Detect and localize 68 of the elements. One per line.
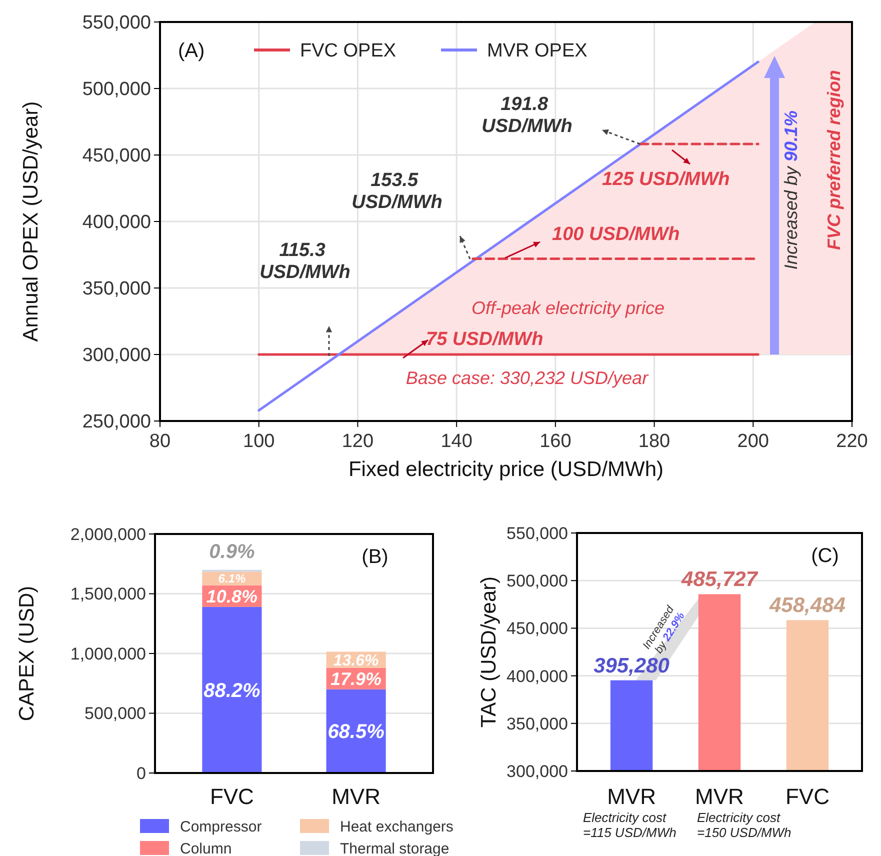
- legend-label: MVR OPEX: [487, 40, 588, 62]
- x-tick-label: 200: [737, 431, 769, 452]
- x-tick-label: 100: [243, 431, 275, 452]
- x-axis-title: Fixed electricity price (USD/MWh): [348, 458, 664, 481]
- x-tick-label: MVR: [332, 784, 380, 809]
- x-tick-label: FVC: [785, 784, 830, 809]
- y-tick-label: 0: [136, 764, 146, 783]
- data-label: 485,727: [680, 568, 759, 592]
- x-tick-label: 160: [540, 431, 572, 452]
- y-tick-label: 1,000,000: [70, 644, 146, 664]
- bar: [326, 689, 386, 773]
- annotation: Off-peak electricity price: [471, 298, 665, 318]
- y-tick-label: 350,000: [506, 714, 568, 734]
- annotation: 13.6%: [333, 652, 379, 670]
- data-label: 395,280: [594, 654, 670, 678]
- annotation: 100 USD/MWh: [552, 224, 680, 245]
- x-tick-label: FVC: [210, 784, 254, 809]
- data-label: 458,484: [768, 594, 846, 618]
- y-tick-label: 300,000: [506, 762, 568, 781]
- y-axis-title: CAPEX (USD): [15, 586, 38, 722]
- annotation: 17.9%: [330, 668, 382, 689]
- y-tick-label: 500,000: [82, 79, 151, 100]
- annotation: 88.2%: [204, 680, 261, 702]
- legend-label: Thermal storage: [340, 840, 450, 856]
- text: Electricity cost =150 USD/MWh: [697, 810, 792, 840]
- x-tick-label: 180: [638, 431, 670, 452]
- annotation: 6.1%: [218, 572, 246, 586]
- y-tick-label: 2,000,000: [70, 524, 146, 544]
- legend-label: Heat exchangers: [340, 818, 454, 836]
- y-axis-title: TAC (USD/year): [477, 576, 500, 728]
- annotation: 115.3 USD/MWh: [260, 240, 350, 283]
- annotation: FVC preferred region: [824, 70, 844, 250]
- y-tick-label: 550,000: [82, 12, 151, 34]
- x-tick-label: 220: [836, 431, 868, 452]
- annotation: (A): [178, 40, 205, 62]
- y-tick-label: 450,000: [82, 146, 151, 167]
- legend-label: FVC OPEX: [300, 40, 396, 62]
- annotation: 125 USD/MWh: [602, 169, 730, 190]
- y-tick-label: 400,000: [506, 666, 568, 686]
- bar: [202, 606, 262, 773]
- y-tick-label: 1,500,000: [70, 584, 146, 604]
- legend-label: Column: [180, 840, 232, 856]
- y-tick-label: 450,000: [506, 619, 568, 638]
- x-tick-label: 120: [342, 431, 374, 452]
- y-tick-label: 400,000: [82, 212, 151, 234]
- annotation: (B): [362, 546, 388, 568]
- annotation: Increased by 90.1%: [781, 110, 801, 270]
- annotation: 153.5 USD/MWh: [352, 170, 442, 213]
- annotation: Base case: 330,232 USD/year: [406, 368, 650, 388]
- legend-label: Compressor: [180, 818, 262, 836]
- x-tick-label: 140: [440, 431, 472, 452]
- y-tick-label: 300,000: [82, 345, 151, 366]
- x-tick-label: 80: [149, 431, 171, 452]
- y-axis-title: Annual OPEX (USD/year): [19, 101, 42, 342]
- annotation: 68.5%: [328, 721, 385, 744]
- x-tick-label: MVR: [695, 784, 744, 809]
- annotation: 75 USD/MWh: [426, 329, 544, 350]
- text: Electricity cost =115 USD/MWh: [583, 810, 676, 840]
- annotation: 10.8%: [206, 586, 258, 606]
- y-tick-label: 500,000: [506, 572, 568, 591]
- y-tick-label: 550,000: [506, 524, 568, 543]
- annotation: 191.8 USD/MWh: [482, 94, 572, 137]
- annotation: 0.9%: [209, 540, 255, 563]
- x-tick-label: MVR: [607, 784, 656, 809]
- y-tick-label: 500,000: [84, 704, 146, 724]
- y-tick-label: 350,000: [82, 278, 151, 300]
- annotation: (C): [811, 545, 839, 567]
- y-tick-label: 250,000: [82, 412, 151, 433]
